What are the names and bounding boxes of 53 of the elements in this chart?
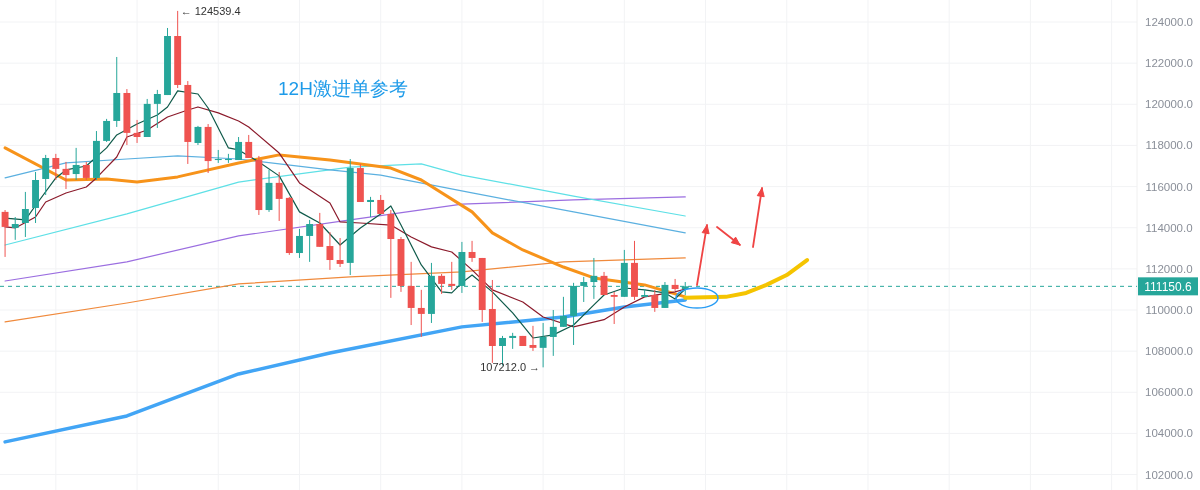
y-tick-label: 108000.0 (1145, 345, 1193, 358)
candlestick (296, 228, 303, 259)
y-tick-label: 124000.0 (1145, 16, 1193, 29)
candlestick (559, 296, 567, 328)
candlestick (316, 212, 324, 248)
line-series (3, 298, 687, 444)
y-tick-label: 106000.0 (1145, 386, 1193, 399)
candlestick (549, 309, 557, 357)
candlestick (468, 240, 476, 263)
text: 12H激进单参考 (278, 78, 408, 99)
y-tick-label: 104000.0 (1145, 427, 1193, 440)
annotation: 107212.0 → (480, 361, 541, 374)
candlestick (610, 291, 618, 325)
candlestick (417, 289, 425, 338)
candlestick (438, 273, 446, 295)
candlestick (529, 325, 537, 352)
candlestick (336, 237, 344, 268)
candlestick (407, 261, 415, 326)
candlestick (275, 171, 283, 222)
y-tick-label: 110000.0 (1145, 304, 1193, 316)
candlestick (651, 289, 659, 313)
annotation: ← 124539.4 (180, 4, 241, 17)
candlestick (377, 194, 385, 215)
y-tick-label: 112000.0 (1145, 262, 1193, 275)
line-series (683, 258, 810, 300)
candlestick (245, 134, 253, 159)
candlestick (52, 153, 60, 181)
candlestick (214, 149, 222, 164)
candlestick (1, 209, 9, 258)
line-series (4, 163, 686, 246)
candlestick (42, 154, 50, 196)
y-tick-label: 102000.0 (1145, 468, 1193, 481)
candlestick (367, 196, 374, 218)
candlestick (448, 261, 456, 291)
line-series (4, 196, 686, 282)
candlestick (326, 231, 334, 271)
y-tick-label: 114000.0 (1145, 221, 1193, 234)
line-series (4, 257, 686, 323)
candlestick (103, 118, 111, 143)
candlestick (11, 216, 19, 241)
candlestick (306, 219, 314, 263)
candlestick (133, 119, 141, 144)
y-tick-label: 120000.0 (1145, 98, 1193, 111)
y-tick-label: 116000.0 (1145, 180, 1193, 193)
candlestick (72, 147, 80, 181)
ref-line-label: 111150.6 (1144, 279, 1193, 294)
candlestick (153, 89, 161, 129)
candlestick (671, 278, 679, 292)
candlestick (21, 191, 29, 238)
y-tick-label: 122000.0 (1145, 57, 1193, 70)
candlestick (539, 322, 547, 368)
y-tick-label: 118000.0 (1145, 139, 1193, 152)
candlestick (82, 161, 90, 181)
